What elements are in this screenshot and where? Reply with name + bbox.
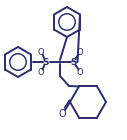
Text: O: O [38, 67, 44, 76]
Text: O: O [77, 47, 83, 57]
Text: O: O [38, 47, 44, 57]
Text: S: S [71, 58, 77, 66]
Text: O: O [58, 109, 66, 119]
Text: S: S [43, 58, 49, 66]
Text: O: O [77, 67, 83, 76]
